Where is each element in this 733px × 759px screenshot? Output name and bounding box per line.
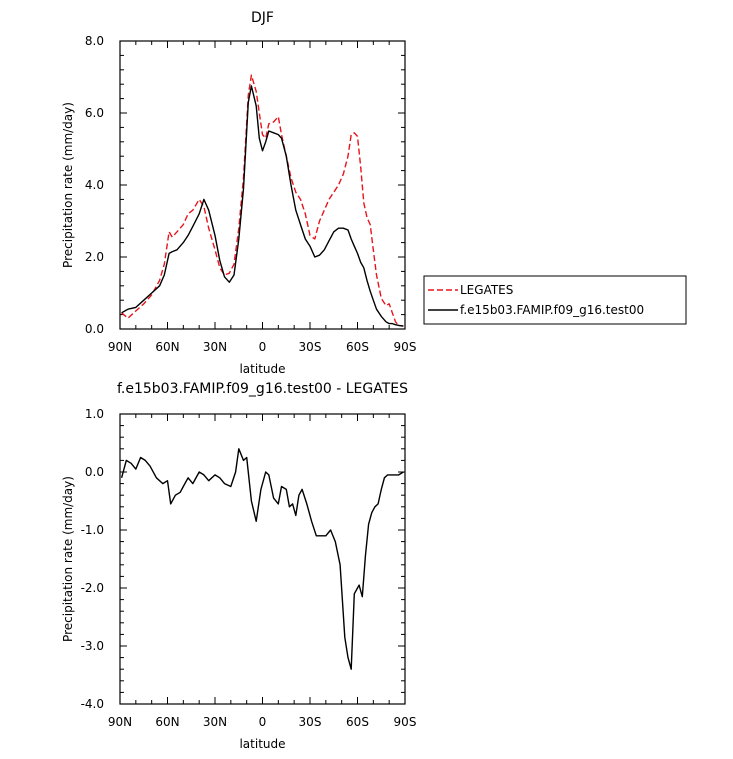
x-tick-label: 90S — [394, 340, 417, 354]
x-tick-label: 60N — [155, 715, 179, 729]
y-tick-label: -4.0 — [81, 697, 104, 711]
y-axis-label: Precipitation rate (mm/day) — [61, 476, 75, 642]
y-tick-label: -2.0 — [81, 581, 104, 595]
x-tick-label: 90N — [108, 340, 132, 354]
x-tick-label: 30N — [203, 340, 227, 354]
y-tick-label: 0.0 — [85, 322, 104, 336]
x-axis-label: latitude — [239, 362, 285, 376]
series-line-2 — [121, 85, 404, 327]
y-tick-label: -1.0 — [81, 523, 104, 537]
x-tick-label: 90S — [394, 715, 417, 729]
y-tick-label: 6.0 — [85, 106, 104, 120]
y-tick-label: -3.0 — [81, 639, 104, 653]
y-tick-label: 1.0 — [85, 407, 104, 421]
x-tick-label: 0 — [259, 715, 267, 729]
y-axis-label: Precipitation rate (mm/day) — [61, 102, 75, 268]
chart-title: DJF — [251, 10, 274, 26]
series-line-1 — [121, 74, 404, 327]
y-tick-label: 8.0 — [85, 34, 104, 48]
chart-title: f.e15b03.FAMIP.f09_g16.test00 - LEGATES — [117, 381, 408, 397]
legend-label-2: f.e15b03.FAMIP.f09_g16.test00 — [460, 303, 644, 317]
x-axis-label: latitude — [239, 737, 285, 751]
x-tick-label: 60S — [346, 340, 369, 354]
x-tick-label: 60N — [155, 340, 179, 354]
legend-box — [423, 275, 687, 325]
x-tick-label: 90N — [108, 715, 132, 729]
chart-panel-2: f.e15b03.FAMIP.f09_g16.test00 - LEGATES 9… — [61, 381, 416, 751]
x-tick-label: 30S — [299, 340, 322, 354]
plot-frame — [119, 413, 406, 705]
x-tick-label: 0 — [259, 340, 267, 354]
y-tick-label: 2.0 — [85, 250, 104, 264]
x-tick-label: 30S — [299, 715, 322, 729]
x-tick-label: 30N — [203, 715, 227, 729]
legend: LEGATES f.e15b03.FAMIP.f09_g16.test00 — [423, 275, 687, 325]
y-tick-label: 4.0 — [85, 178, 104, 192]
y-tick-label: 0.0 — [85, 465, 104, 479]
legend-label-1: LEGATES — [460, 283, 513, 297]
chart-panel-1: DJF 90N 60N 30N 0 30S 60S 90S 0.0 2.0 4.0 6.0 8.0 lat… — [61, 10, 687, 376]
series-line-1 — [120, 448, 404, 670]
x-tick-label: 60S — [346, 715, 369, 729]
